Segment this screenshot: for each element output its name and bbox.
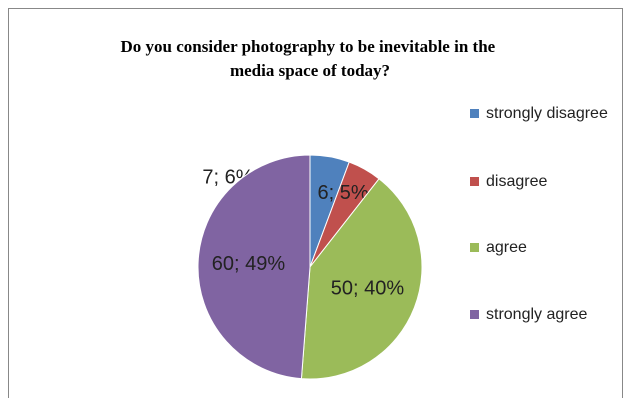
legend-swatch — [470, 177, 479, 186]
pie-slice — [197, 154, 311, 380]
legend-label: strongly disagree — [486, 105, 608, 122]
title-line: media space of today? — [230, 61, 390, 80]
title-line: Do you consider photography to be inevit… — [121, 37, 496, 56]
legend-item: agree — [470, 237, 621, 259]
legend-item: disagree — [470, 171, 621, 193]
data-label: 6; 5% — [317, 182, 368, 204]
legend-label: disagree — [486, 173, 548, 190]
legend-swatch — [470, 310, 479, 319]
chart-title: Do you consider photography to be inevit… — [121, 37, 500, 80]
legend-swatch — [470, 243, 479, 252]
legend-label: strongly agree — [486, 306, 588, 323]
data-label: 60; 49% — [212, 253, 286, 275]
legend-label: agree — [486, 239, 527, 256]
legend-item: strongly agree — [470, 304, 621, 326]
legend-swatch — [470, 109, 479, 118]
pie-slice — [300, 178, 423, 380]
data-label: 50; 40% — [331, 278, 405, 300]
legend-item: strongly disagree — [470, 103, 621, 125]
